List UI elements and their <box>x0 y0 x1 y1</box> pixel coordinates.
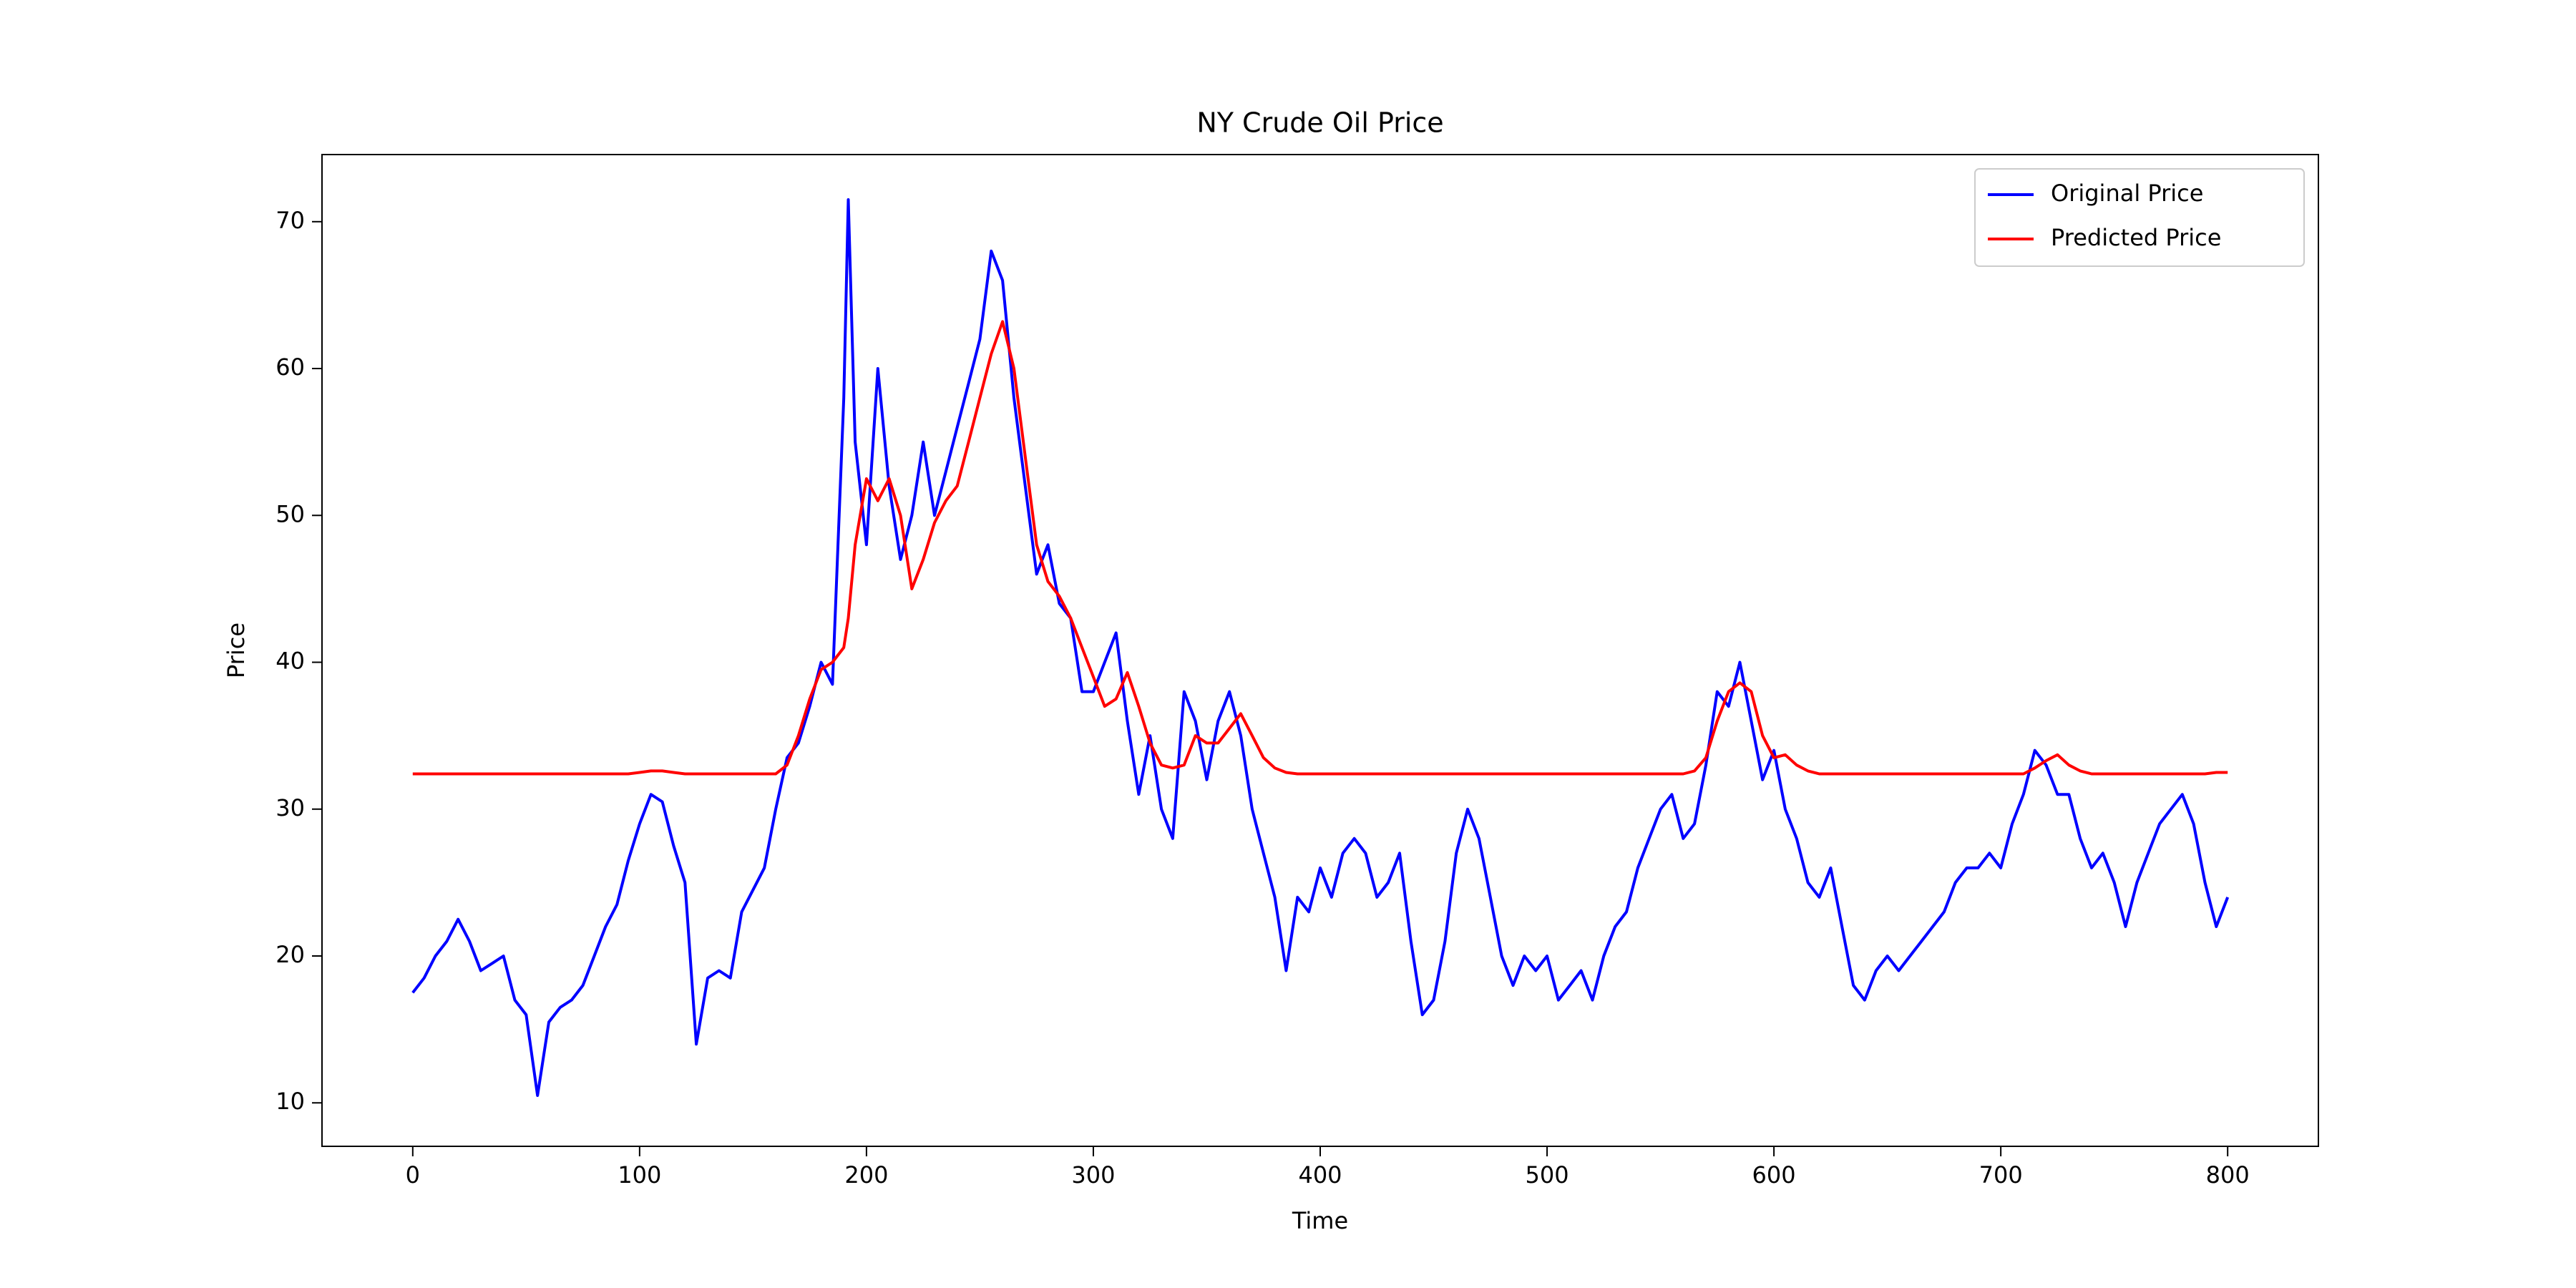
x-tick-label: 0 <box>406 1161 420 1189</box>
plot-frame <box>321 154 2319 1147</box>
legend-box <box>1974 168 2305 267</box>
x-tick-label: 300 <box>1071 1161 1115 1189</box>
legend: Original Price Predicted Price <box>1974 168 2305 267</box>
y-tick-label: 30 <box>275 794 305 821</box>
y-tick-label: 40 <box>275 648 305 675</box>
legend-label: Predicted Price <box>2051 224 2221 251</box>
y-tick-label: 60 <box>275 353 305 381</box>
x-tick-label: 700 <box>1979 1161 2023 1189</box>
x-tick-label: 400 <box>1298 1161 1342 1189</box>
y-tick-label: 20 <box>275 941 305 968</box>
y-tick-label: 50 <box>275 500 305 527</box>
series-line <box>411 198 2230 1097</box>
series-line <box>412 320 2228 776</box>
y-axis-label: Price <box>223 623 250 678</box>
x-tick-label: 200 <box>844 1161 888 1189</box>
y-tick-label: 10 <box>275 1088 305 1115</box>
y-tick-label: 70 <box>275 207 305 234</box>
x-tick-label: 600 <box>1752 1161 1796 1189</box>
x-tick-label: 800 <box>2206 1161 2250 1189</box>
x-tick-label: 500 <box>1526 1161 1569 1189</box>
legend-label: Original Price <box>2051 180 2203 207</box>
chart-title: NY Crude Oil Price <box>1196 107 1443 139</box>
x-tick-label: 100 <box>618 1161 661 1189</box>
x-axis-label: Time <box>1292 1207 1348 1234</box>
